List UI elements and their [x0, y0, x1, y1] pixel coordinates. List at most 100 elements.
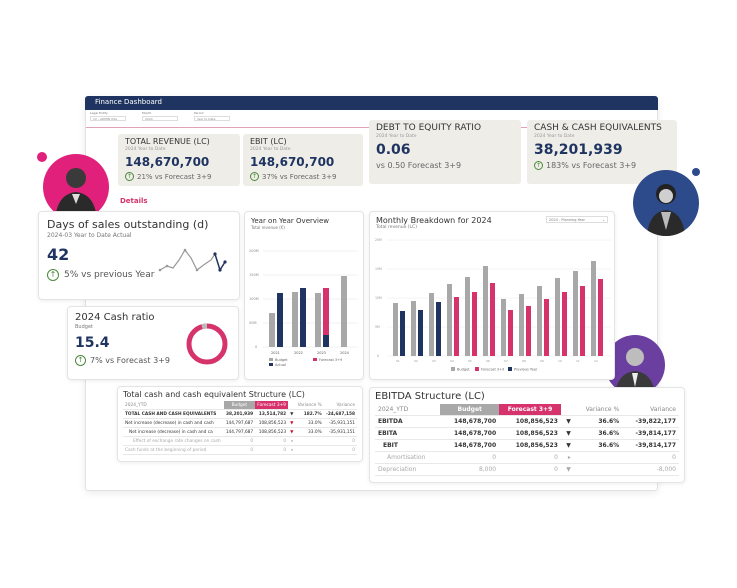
kpi-subtitle: 2024 Year to Date	[125, 147, 166, 152]
cell: 0	[440, 451, 500, 464]
down-triangle-icon: ▼	[288, 409, 296, 419]
svg-text:08: 08	[522, 359, 526, 363]
cash-ratio-title: 2024 Cash ratio	[75, 312, 155, 323]
cell: 0	[223, 436, 256, 446]
cell: -39,822,177	[622, 415, 679, 428]
cash-structure-table: 2024_YTD Budget Forecast 3+9 Variance % Vari…	[123, 401, 357, 455]
kpi-ebit: EBIT (LC) 2024 Year to Date 148,670,700 …	[243, 134, 363, 186]
svg-text:0: 0	[377, 354, 379, 358]
month-select[interactable]: 2024	[142, 116, 178, 121]
svg-text:2024: 2024	[340, 351, 350, 355]
svg-text:Previous Year: Previous Year	[514, 368, 538, 372]
cell: 148,678,700	[440, 439, 500, 452]
down-triangle-icon: ▼	[560, 415, 574, 428]
svg-text:01: 01	[396, 359, 400, 363]
col-header: 2024_YTD	[123, 401, 224, 410]
table-row[interactable]: EBITDA 148,678,700 108,856,523 ▼ 36.6% -39,82…	[375, 415, 679, 428]
svg-text:20M: 20M	[375, 238, 382, 242]
svg-text:2023: 2023	[317, 351, 326, 355]
cell: 148,678,700	[440, 427, 500, 440]
svg-text:09: 09	[540, 359, 544, 363]
svg-text:50M: 50M	[249, 321, 256, 325]
kpi-subtitle: 2024 Year to Date	[250, 147, 291, 152]
filter-period[interactable]: Period Year to Date	[194, 111, 230, 127]
cell: Amortisation	[375, 451, 441, 464]
svg-text:12: 12	[594, 359, 598, 363]
down-triangle-icon: ▼	[288, 418, 296, 428]
filter-legal-entity[interactable]: Legal Entity 1V - ADMIN USA	[90, 111, 126, 127]
table-row[interactable]: Amortisation 0 0 ▸ 0	[375, 451, 679, 464]
col-header: Variance %	[295, 401, 324, 410]
title-bar: Finance Dashboard	[85, 96, 658, 110]
person-icon	[647, 184, 685, 236]
cell: 36.6%	[573, 439, 623, 452]
right-triangle-icon: ▸	[288, 445, 296, 455]
cell: 108,856,523	[499, 415, 561, 428]
monthly-title: Monthly Breakdown for 2024	[376, 216, 492, 225]
svg-text:200M: 200M	[249, 249, 259, 253]
cell: 144,797,687	[223, 427, 256, 437]
table-row[interactable]: EBIT 148,678,700 108,856,523 ▼ 36.6% -39,814,…	[375, 439, 679, 452]
dso-subtitle: 2024-03 Year to Date Actual	[47, 232, 132, 239]
svg-text:05: 05	[468, 359, 472, 363]
kpi-comparison: 21% vs Forecast 3+9	[137, 172, 212, 181]
col-header: Variance	[622, 404, 679, 416]
filter-month[interactable]: Month 2024	[142, 111, 178, 127]
svg-text:03: 03	[432, 359, 436, 363]
cell: 108,856,523	[499, 439, 561, 452]
yoy-subtitle: Total revenue (€)	[251, 225, 285, 230]
chevron-down-icon: ⌄	[602, 218, 605, 222]
cell: 144,797,687	[223, 418, 256, 428]
dso-value: 42	[47, 245, 70, 264]
cell: 38,201,939	[223, 409, 256, 419]
cell: 0	[499, 463, 561, 476]
table-row[interactable]: Cash funds at the beginning of period 0 0 ▸…	[123, 445, 357, 455]
legal-entity-select[interactable]: 1V - ADMIN USA	[90, 116, 126, 121]
table-row[interactable]: Net increase (decrease) in cash and cash…	[123, 418, 357, 428]
cell: 13,514,782	[255, 409, 289, 419]
kpi-total-revenue: TOTAL REVENUE (LC) 2024 Year to Date 148…	[118, 134, 240, 186]
table-row[interactable]: TOTAL CASH AND CASH EQUIVALENTS 38,201,93…	[123, 409, 357, 419]
cell: 36.6%	[573, 427, 623, 440]
kpi-subtitle: 2024 Year to Date	[376, 134, 417, 139]
cell: 182.7%	[295, 409, 324, 419]
cell: 108,856,523	[499, 427, 561, 440]
planning-year-dropdown[interactable]: 2024 - Planning Year ⌄	[546, 216, 608, 223]
col-header	[560, 404, 574, 416]
svg-text:15M: 15M	[375, 267, 382, 271]
svg-text:02: 02	[414, 359, 418, 363]
details-link[interactable]: Details	[120, 197, 148, 205]
svg-text:10: 10	[558, 359, 562, 363]
kpi-subtitle: 2024 Year to Date	[534, 134, 575, 139]
table-row[interactable]: Effect of exchange rate changes on cash 0…	[123, 436, 357, 446]
cell: -35,931,151	[323, 418, 357, 428]
table-row[interactable]: Depreciation 8,000 0 ▼ -8,000	[375, 463, 679, 476]
svg-text:Budget: Budget	[457, 368, 470, 372]
cell: EBIT	[375, 439, 441, 452]
avatar	[605, 335, 665, 395]
down-triangle-icon: ▼	[560, 439, 574, 452]
col-header: Variance	[323, 401, 357, 410]
monthly-chart-card: Monthly Breakdown for 2024 Total revenue…	[369, 211, 615, 380]
cell: TOTAL CASH AND CASH EQUIVALENTS	[123, 409, 224, 419]
svg-text:Forecast 3+9: Forecast 3+9	[319, 358, 342, 362]
cell: 33.0%	[295, 418, 324, 428]
down-triangle-icon: ▼	[560, 427, 574, 440]
kpi-debt-equity: DEBT TO EQUITY RATIO 2024 Year to Date 0…	[369, 120, 521, 184]
arrow-up-icon: ↑	[250, 172, 259, 181]
cell	[295, 436, 324, 446]
period-select[interactable]: Year to Date	[194, 116, 230, 121]
cell: 0	[223, 445, 256, 455]
svg-text:06: 06	[486, 359, 490, 363]
down-triangle-icon: ▼	[560, 463, 574, 476]
cash-ratio-comparison: 7% vs Forecast 3+9	[90, 356, 170, 365]
table-row[interactable]: Net increase (decrease) in cash and ca 14…	[123, 427, 357, 437]
cell: 8,000	[440, 463, 500, 476]
cell: Net increase (decrease) in cash and cash	[123, 418, 224, 428]
table-row[interactable]: EBITA 148,678,700 108,856,523 ▼ 36.6% -39,814…	[375, 427, 679, 440]
avatar	[633, 170, 699, 236]
decor-dot	[37, 152, 47, 162]
kpi-value: 38,201,939	[534, 142, 623, 158]
ebitda-structure-table-card: EBITDA Structure (LC) 2024_YTD Budget Fore…	[369, 387, 685, 483]
window-title: Finance Dashboard	[95, 98, 162, 106]
